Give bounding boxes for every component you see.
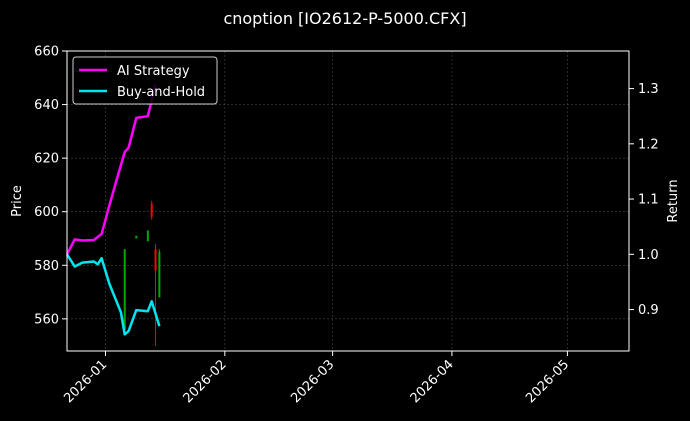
- y-axis-right: 0.9 1.0 1.1 1.2 1.3: [629, 82, 659, 318]
- x-tick-label: 2026-05: [523, 357, 572, 406]
- legend-box: [72, 56, 218, 105]
- y-tick-label: 600: [34, 205, 59, 220]
- candle-body: [150, 203, 153, 218]
- x-tick-label: 2026-02: [181, 357, 230, 406]
- y-axis-left: 560 580 600 620 640 660: [34, 45, 67, 327]
- y-axis-title: Price: [10, 185, 25, 217]
- candle-body: [154, 249, 157, 271]
- candle-body: [146, 230, 149, 242]
- candle-body: [135, 235, 138, 239]
- plot-frame: [66, 50, 630, 352]
- x-tick-label: 2026-01: [61, 357, 110, 406]
- series-line: [65, 84, 157, 255]
- x-tick-label: 2026-04: [408, 357, 457, 406]
- legend-label: Buy-and-Hold: [117, 85, 205, 100]
- y2-tick-label: 1.3: [638, 82, 659, 97]
- y2-tick-label: 0.9: [638, 303, 659, 318]
- y-tick-label: 580: [34, 259, 59, 274]
- x-axis: 2026-01 2026-02 2026-03 2026-04 2026-05: [61, 351, 572, 406]
- y2-tick-label: 1.0: [638, 248, 659, 263]
- x-tick-label: 2026-03: [288, 357, 337, 406]
- y2-axis-title: Return: [666, 179, 681, 222]
- y2-tick-label: 1.1: [638, 193, 659, 208]
- chart-title: cnoption [IO2612-P-5000.CFX]: [223, 9, 466, 28]
- y-tick-label: 560: [34, 312, 59, 327]
- y-tick-label: 640: [34, 98, 59, 113]
- series-lines: [65, 84, 161, 336]
- y-tick-label: 660: [34, 45, 59, 60]
- candle-body: [123, 249, 126, 330]
- candle-body: [158, 251, 161, 298]
- y2-tick-label: 1.2: [638, 137, 659, 152]
- legend-label: AI Strategy: [117, 64, 190, 79]
- candles: [123, 201, 161, 346]
- legend: AI Strategy Buy-and-Hold: [72, 56, 218, 105]
- series-line: [65, 253, 161, 336]
- y-tick-label: 620: [34, 152, 59, 167]
